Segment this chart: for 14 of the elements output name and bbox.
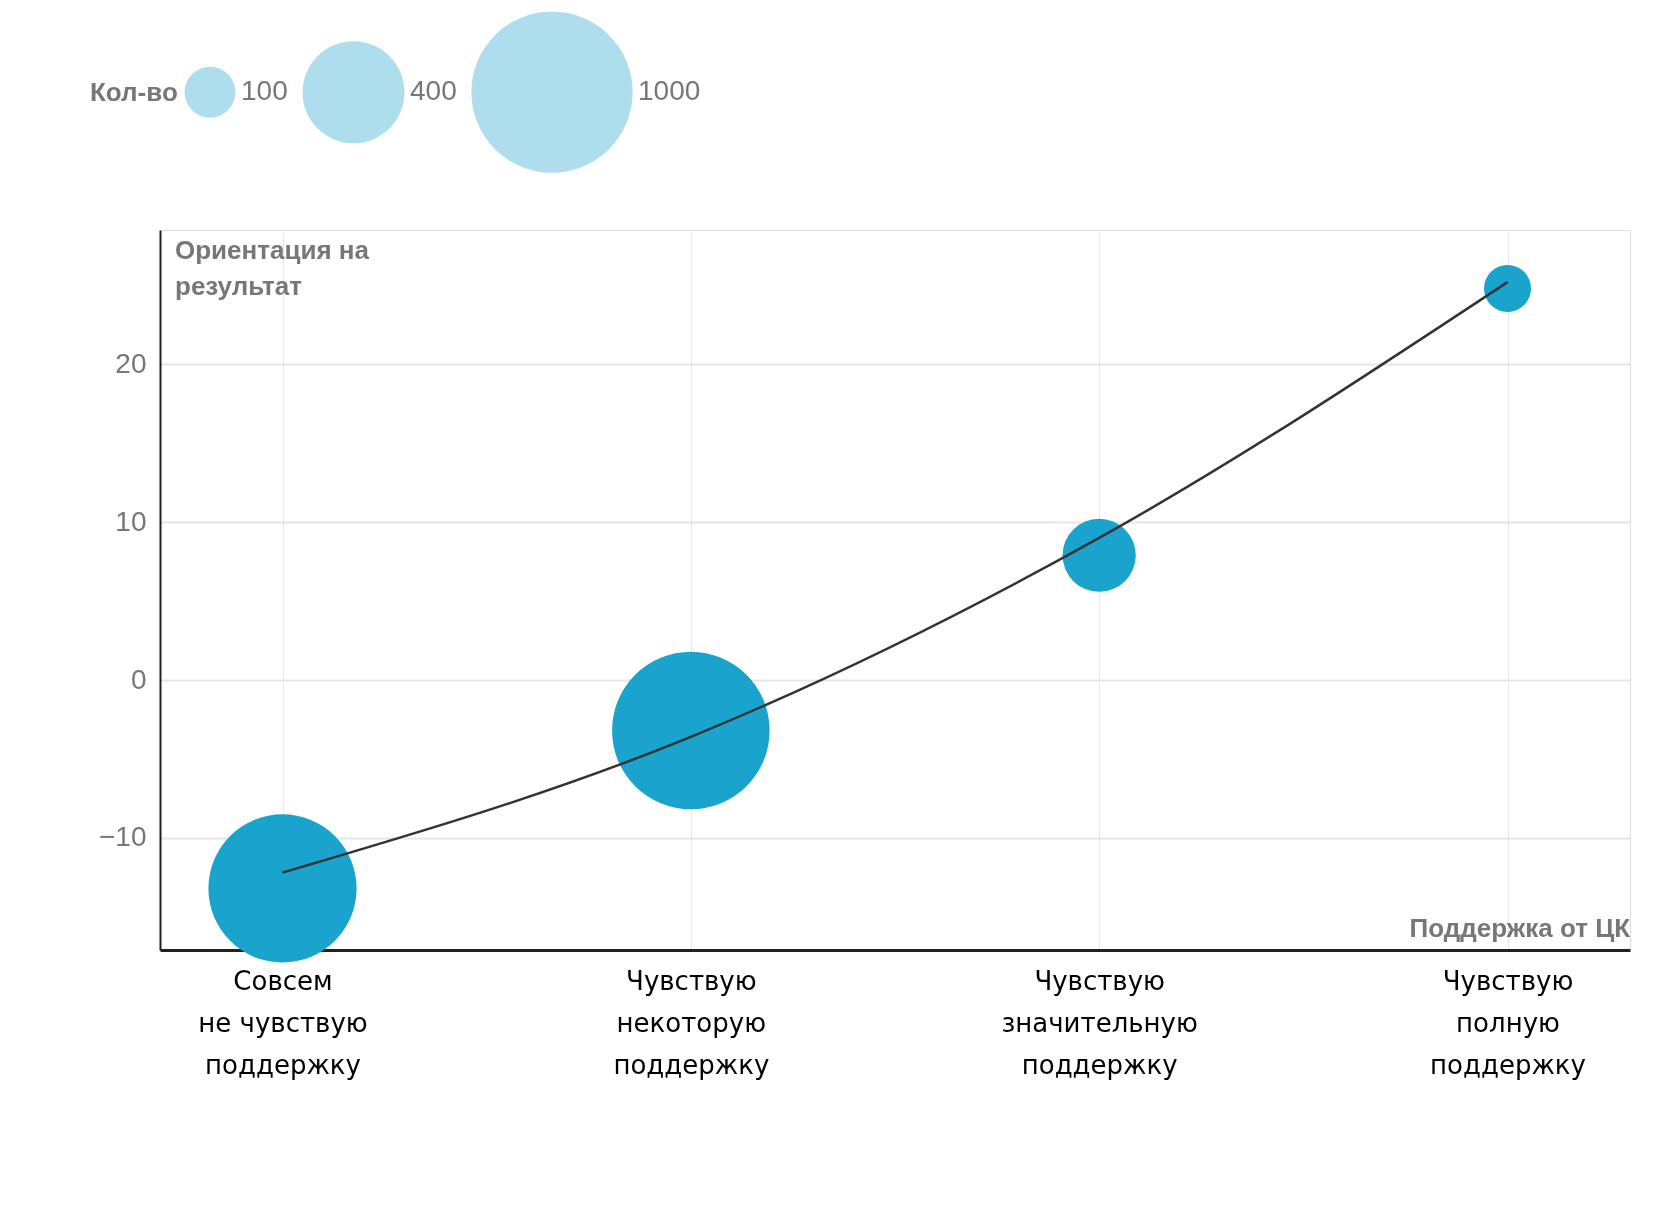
legend-title: Кол-во xyxy=(90,77,178,107)
y-tick-label: 0 xyxy=(130,663,147,695)
x-axis-title: Поддержка от ЦК xyxy=(1409,913,1631,943)
y-axis-title: Ориентация на результат xyxy=(175,235,370,301)
x-tick-label: Чувствую некоторую поддержку xyxy=(613,965,770,1080)
x-tick-label: Чувствую полную поддержку xyxy=(1430,965,1586,1080)
x-tick-label: Совсем не чувствую поддержку xyxy=(198,965,368,1080)
y-tick-label: 20 xyxy=(115,347,147,379)
y-tick-label: −10 xyxy=(99,821,147,853)
legend-label: 100 xyxy=(241,75,288,107)
legend-label: 1000 xyxy=(638,75,701,107)
legend-label: 400 xyxy=(410,75,457,107)
x-tick-label: Чувствую значительную поддержку xyxy=(1001,965,1198,1080)
y-tick-label: 10 xyxy=(115,505,147,537)
